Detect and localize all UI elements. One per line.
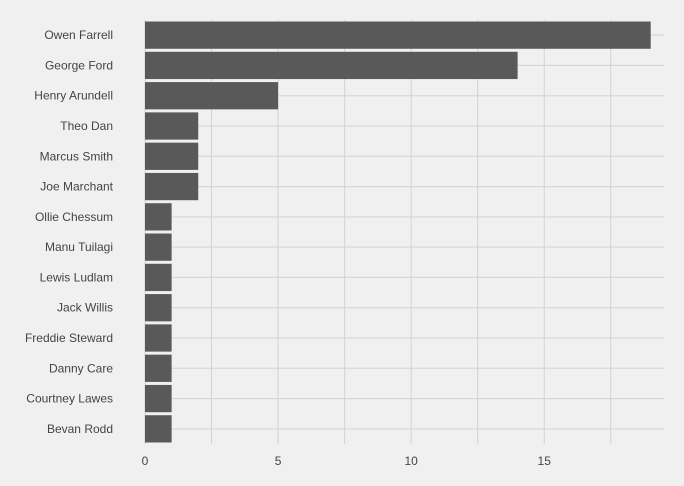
bar: [145, 142, 199, 170]
bar: [145, 21, 651, 49]
bar: [145, 384, 172, 413]
y-tick-label: Courtney Lawes: [26, 392, 113, 406]
y-tick-label: Manu Tuilagi: [45, 240, 113, 254]
y-tick-label: Marcus Smith: [40, 149, 113, 163]
y-tick-label: Lewis Ludlam: [40, 270, 113, 284]
y-tick-label: Owen Farrell: [44, 28, 113, 42]
y-axis-labels: Owen Farrell George Ford Henry Arundell The…: [25, 28, 114, 436]
bar-layer: [145, 21, 651, 443]
bar: [145, 203, 172, 231]
bar: [145, 172, 199, 201]
x-tick-label: 15: [538, 454, 552, 468]
x-tick-label: 5: [275, 454, 282, 468]
y-tick-label: Bevan Rodd: [47, 422, 113, 436]
y-tick-label: Henry Arundell: [34, 89, 113, 103]
y-tick-label: Theo Dan: [60, 119, 113, 133]
bar: [145, 112, 199, 140]
y-tick-label: Ollie Chessum: [35, 210, 113, 224]
x-axis-labels: 0 5 10 15: [142, 454, 552, 468]
x-tick-label: 0: [142, 454, 149, 468]
x-tick-label: 10: [404, 454, 418, 468]
bar: [145, 82, 279, 110]
y-tick-label: Freddie Steward: [25, 331, 113, 345]
bar: [145, 354, 172, 382]
bar: [145, 263, 172, 292]
y-tick-label: Danny Care: [49, 361, 113, 375]
bar: [145, 233, 172, 261]
bar: [145, 294, 172, 322]
bar: [145, 324, 172, 352]
bar: [145, 51, 518, 80]
y-tick-label: Jack Willis: [57, 301, 113, 315]
y-tick-label: George Ford: [45, 58, 113, 72]
bar: [145, 415, 172, 443]
y-tick-label: Joe Marchant: [40, 180, 113, 194]
